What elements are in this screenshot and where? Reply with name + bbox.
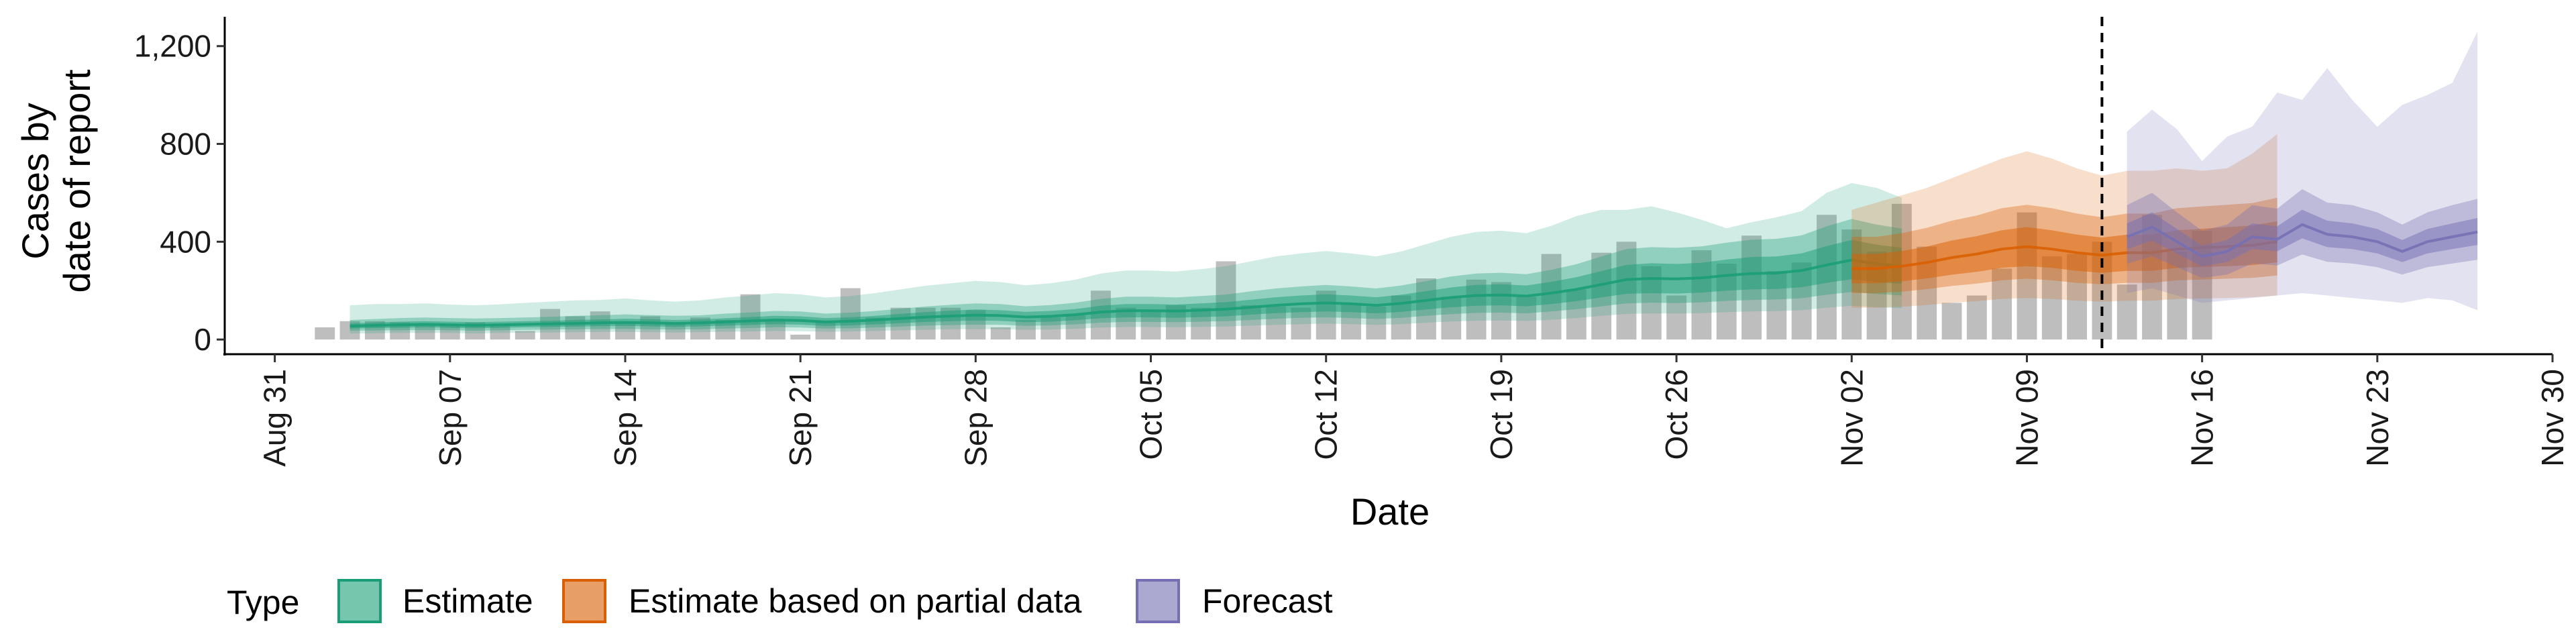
reported-case-bar xyxy=(665,323,686,340)
reported-case-bar xyxy=(315,327,335,340)
x-tick-label: Sep 14 xyxy=(608,369,643,467)
y-axis-title-line-2: date of report xyxy=(56,69,98,293)
y-tick-label: 1,200 xyxy=(134,29,211,64)
reported-case-bar xyxy=(1941,303,1962,340)
legend-title: Type xyxy=(227,584,299,621)
ribbon-outer-2 xyxy=(2127,31,2478,311)
reported-case-bar xyxy=(990,327,1011,340)
axes: 0 400 800 1,200 Aug 31 Sep 07 Sep 14 Sep 21 Sep … xyxy=(134,17,2570,467)
y-tick-label: 800 xyxy=(160,127,211,162)
x-tick-label: Nov 16 xyxy=(2185,369,2220,467)
reported-case-bar xyxy=(1016,319,1036,340)
median-line-0 xyxy=(350,258,1902,328)
x-tick-label: Nov 30 xyxy=(2535,369,2570,467)
x-tick-label: Oct 05 xyxy=(1134,369,1169,460)
legend-item-partial: Estimate based on partial data xyxy=(562,579,1082,623)
reported-case-bar xyxy=(1666,295,1687,340)
reported-case-bar xyxy=(890,307,911,340)
legend-label-forecast: Forecast xyxy=(1202,582,1333,620)
x-axis-title: Date xyxy=(1350,490,1430,533)
x-tick-label: Oct 12 xyxy=(1309,369,1344,460)
x-tick-label: Nov 09 xyxy=(2010,369,2045,467)
y-tick-label: 0 xyxy=(194,322,211,357)
legend-swatch-partial xyxy=(562,579,606,623)
x-tick-label: Sep 28 xyxy=(958,369,993,467)
x-tick-label: Nov 02 xyxy=(1834,369,1869,467)
legend-label-estimate: Estimate xyxy=(402,582,533,620)
reported-case-bar xyxy=(2041,256,2062,340)
reported-case-bar xyxy=(2116,284,2137,340)
y-tick-label: 400 xyxy=(160,224,211,259)
legend-item-estimate: Estimate xyxy=(337,579,533,623)
x-tick-label: Sep 07 xyxy=(433,369,468,467)
reported-case-bar xyxy=(1216,261,1236,340)
ribbon-inner-2 xyxy=(2127,209,2478,267)
reported-case-bar xyxy=(415,325,435,340)
x-tick-label: Oct 19 xyxy=(1484,369,1519,460)
reported-case-bar xyxy=(515,331,535,340)
y-axis-title: Cases by date of report xyxy=(14,69,98,293)
reported-case-bar xyxy=(790,334,811,340)
reported-case-bar xyxy=(1291,307,1311,340)
legend-label-partial: Estimate based on partial data xyxy=(629,582,1082,620)
legend: Type Estimate Estimate based on partial … xyxy=(227,579,1333,623)
x-tick-label: Aug 31 xyxy=(258,369,292,467)
legend-item-forecast: Forecast xyxy=(1136,579,1333,623)
y-axis-title-line-1: Cases by xyxy=(14,103,56,259)
reported-case-bar xyxy=(1966,295,1987,340)
legend-swatch-forecast xyxy=(1136,579,1180,623)
legend-swatch-estimate xyxy=(337,579,382,623)
x-tick-label: Sep 21 xyxy=(783,369,818,467)
reported-case-bar xyxy=(840,288,861,340)
x-tick-label: Nov 23 xyxy=(2360,369,2395,467)
reported-case-bar xyxy=(1992,268,2012,340)
plot-area xyxy=(315,31,2478,340)
x-tick-label: Oct 26 xyxy=(1659,369,1694,460)
median-line-2 xyxy=(2126,223,2478,258)
